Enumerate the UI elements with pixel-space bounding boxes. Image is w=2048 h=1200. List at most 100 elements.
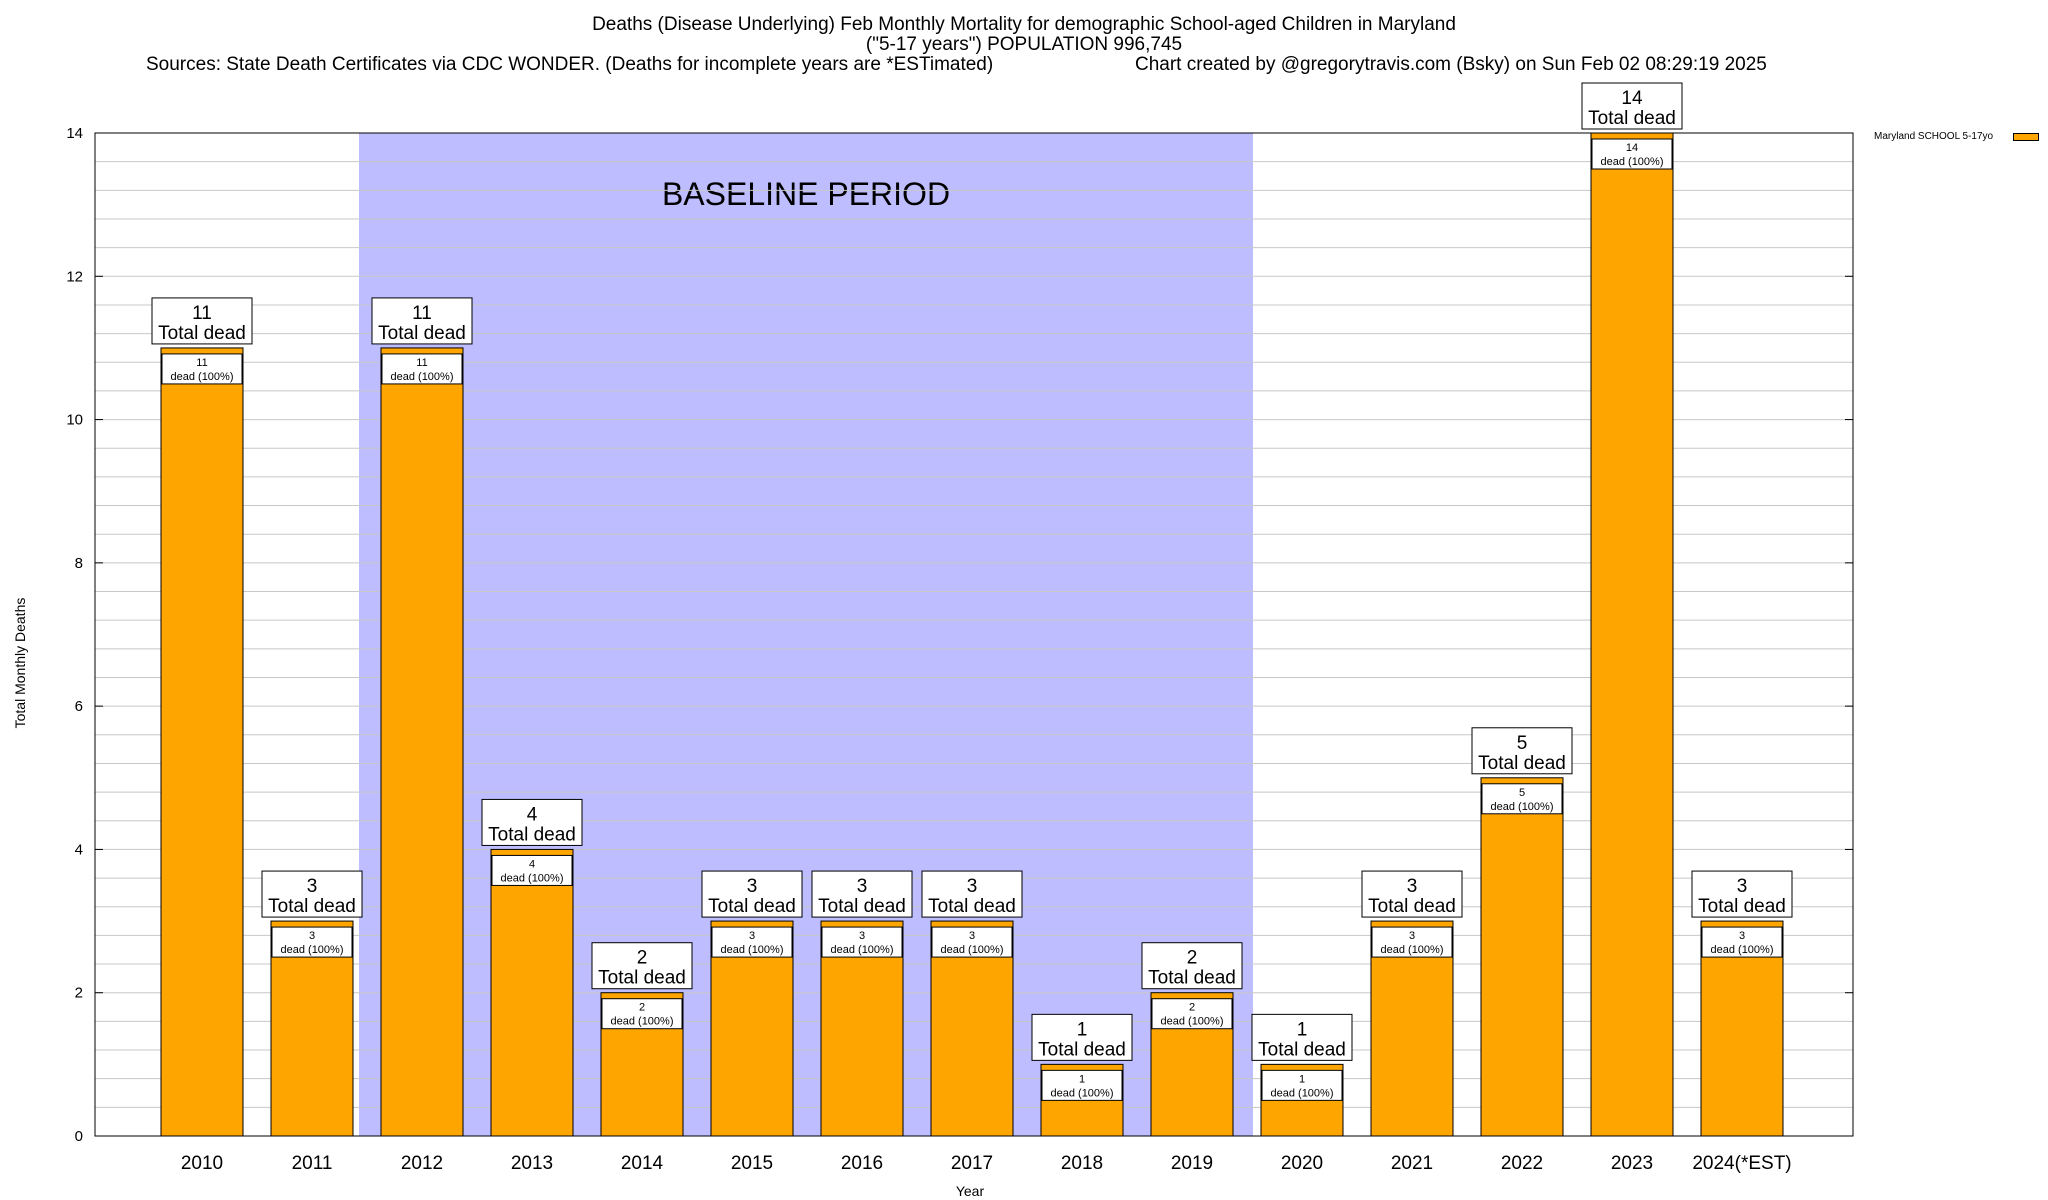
bar-inner-label-box <box>1151 998 1233 1030</box>
total-label-value: 11 <box>412 303 432 324</box>
total-label-value: 1 <box>1077 1019 1088 1040</box>
bar-inner-value: 1 <box>1079 1073 1085 1085</box>
legend-swatch <box>2013 133 2039 141</box>
credit-note: Chart created by @gregorytravis.com (Bsk… <box>1135 54 1767 75</box>
bar-inner-label: dead (100%) <box>1491 801 1554 813</box>
bar-inner-label-box <box>821 926 903 958</box>
bar-inner-value: 2 <box>1189 1002 1195 1014</box>
bar <box>380 347 464 1137</box>
bar-inner-value: 11 <box>416 357 427 369</box>
chart-subtitle: ("5-17 years") POPULATION 996,745 <box>865 34 1183 55</box>
total-label-value: 4 <box>527 804 538 825</box>
total-label-value: 3 <box>1737 876 1748 897</box>
x-tick-label: 2011 <box>292 1153 333 1174</box>
bar-inner-value: 3 <box>309 930 315 942</box>
bar-inner-label-box <box>601 998 683 1030</box>
bar <box>490 848 574 1137</box>
y-tick-label: 14 <box>66 125 83 142</box>
x-tick-label: 2023 <box>1611 1153 1653 1174</box>
x-axis-label: Year <box>955 1183 985 1199</box>
total-label-value: 11 <box>192 303 212 324</box>
bar-inner-label: dead (100%) <box>281 944 344 956</box>
total-label-box <box>371 297 473 345</box>
bar-inner-value: 3 <box>1409 930 1415 942</box>
x-tick-label: 2010 <box>181 1153 223 1174</box>
total-label-text: Total dead <box>818 896 906 917</box>
bar-inner-label: dead (100%) <box>1381 944 1444 956</box>
total-label-box <box>811 870 913 918</box>
total-label-text: Total dead <box>158 323 246 344</box>
total-label-text: Total dead <box>708 896 796 917</box>
y-tick-label: 8 <box>75 555 83 572</box>
total-label-box <box>1031 1013 1133 1061</box>
x-tick-label: 2017 <box>951 1153 993 1174</box>
x-tick-label: 2013 <box>511 1153 553 1174</box>
bar-inner-value: 3 <box>969 930 975 942</box>
x-tick-label: 2015 <box>731 1153 773 1174</box>
total-label-text: Total dead <box>1148 968 1236 989</box>
bar-inner-label: dead (100%) <box>1271 1087 1334 1099</box>
bar <box>1590 132 1674 1137</box>
total-label-text: Total dead <box>1588 108 1676 129</box>
x-tick-label: 2012 <box>401 1153 443 1174</box>
total-label-text: Total dead <box>1698 896 1786 917</box>
total-label-box <box>591 942 693 990</box>
bar-inner-value: 2 <box>639 1002 645 1014</box>
bar-inner-value: 1 <box>1299 1073 1305 1085</box>
total-label-box <box>151 297 253 345</box>
bar-inner-label-box <box>161 353 243 385</box>
total-label-value: 3 <box>857 876 868 897</box>
y-tick-label: 6 <box>75 698 83 715</box>
bar-inner-label: dead (100%) <box>721 944 784 956</box>
total-label-text: Total dead <box>928 896 1016 917</box>
total-label-text: Total dead <box>268 896 356 917</box>
bar <box>160 347 244 1137</box>
total-label-box <box>1251 1013 1353 1061</box>
x-tick-label: 2016 <box>841 1153 883 1174</box>
bar-inner-label: dead (100%) <box>1161 1016 1224 1028</box>
total-label-value: 3 <box>967 876 978 897</box>
total-label-box <box>261 870 363 918</box>
y-tick-label: 2 <box>75 985 83 1002</box>
total-label-text: Total dead <box>1368 896 1456 917</box>
total-label-value: 14 <box>1621 88 1643 109</box>
total-label-text: Total dead <box>488 824 576 845</box>
bar-inner-value: 3 <box>859 930 865 942</box>
x-tick-label: 2022 <box>1501 1153 1543 1174</box>
total-label-value: 3 <box>747 876 758 897</box>
bar-inner-label-box <box>1591 138 1673 170</box>
total-label-box <box>1361 870 1463 918</box>
bar-inner-value: 3 <box>1739 930 1745 942</box>
bar-inner-label-box <box>711 926 793 958</box>
total-label-box <box>1581 82 1683 130</box>
total-label-box <box>921 870 1023 918</box>
total-label-value: 5 <box>1517 733 1528 754</box>
bar-inner-label-box <box>491 854 573 886</box>
total-label-value: 2 <box>1187 948 1198 969</box>
sources-note: Sources: State Death Certificates via CD… <box>146 54 994 75</box>
bar-inner-label-box <box>1261 1069 1343 1101</box>
bar-inner-value: 3 <box>749 930 755 942</box>
x-tick-label: 2014 <box>621 1153 664 1174</box>
total-label-box <box>701 870 803 918</box>
total-label-box <box>1471 727 1573 775</box>
total-label-text: Total dead <box>1038 1039 1126 1060</box>
bar-inner-value: 5 <box>1519 787 1525 799</box>
bar-inner-label-box <box>1481 783 1563 815</box>
y-tick-label: 0 <box>75 1128 83 1145</box>
x-tick-label: 2020 <box>1281 1153 1323 1174</box>
x-tick-label: 2018 <box>1061 1153 1103 1174</box>
y-tick-label: 4 <box>75 841 83 858</box>
baseline-label: BASELINE PERIOD <box>662 176 950 212</box>
bar-inner-label-box <box>381 353 463 385</box>
bar-inner-value: 14 <box>1626 142 1638 154</box>
y-tick-label: 12 <box>66 268 83 285</box>
total-label-value: 3 <box>307 876 318 897</box>
total-label-value: 1 <box>1297 1019 1308 1040</box>
bar-inner-label-box <box>1371 926 1453 958</box>
total-label-value: 3 <box>1407 876 1418 897</box>
bar-inner-label: dead (100%) <box>1051 1087 1114 1099</box>
bar-inner-label: dead (100%) <box>941 944 1004 956</box>
bar-inner-value: 4 <box>529 858 535 870</box>
